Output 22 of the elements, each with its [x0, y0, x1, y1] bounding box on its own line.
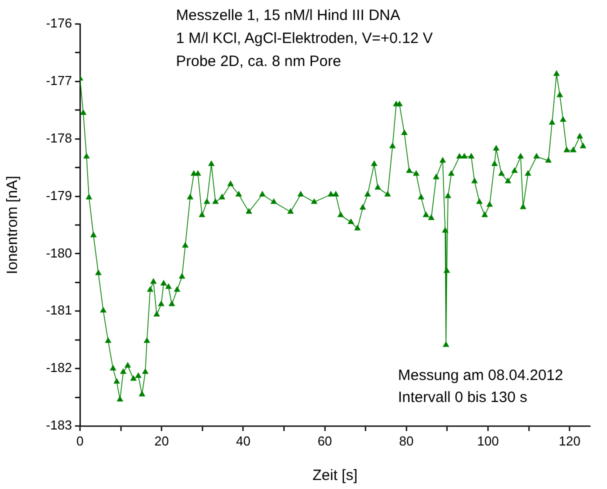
- x-tick-label: 0: [76, 433, 84, 448]
- chart-title: Messzelle 1, 15 nM/l Hind III DNA: [176, 6, 400, 26]
- y-tick-label: -178: [46, 130, 72, 146]
- y-axis-title: Ionentrom [nA]: [4, 176, 22, 274]
- x-tick-label: 20: [154, 433, 169, 448]
- y-tick-label: -181: [46, 302, 72, 318]
- y-tick-label: -183: [46, 418, 72, 433]
- y-tick-label: -182: [46, 360, 72, 376]
- annotation: Probe 2D, ca. 8 nm Pore: [176, 52, 342, 72]
- chart-subtitle: 1 M/l KCl, AgCl-Elektroden, V=+0.12 V: [176, 29, 433, 49]
- x-tick-label: 100: [477, 433, 499, 448]
- y-tick-label: -180: [46, 245, 72, 260]
- x-tick-label: 80: [399, 433, 414, 448]
- y-tick-label: -177: [46, 73, 72, 88]
- annotation: Messung am 08.04.2012: [398, 366, 564, 386]
- y-tick-label: -176: [46, 16, 72, 31]
- annotation: Intervall 0 bis 130 s: [398, 388, 528, 408]
- x-tick-label: 40: [236, 433, 250, 448]
- y-tick-label: -179: [46, 188, 72, 203]
- x-axis-title: Zeit [s]: [312, 467, 358, 484]
- x-tick-label: 60: [318, 433, 332, 448]
- x-tick-label: 120: [558, 433, 580, 448]
